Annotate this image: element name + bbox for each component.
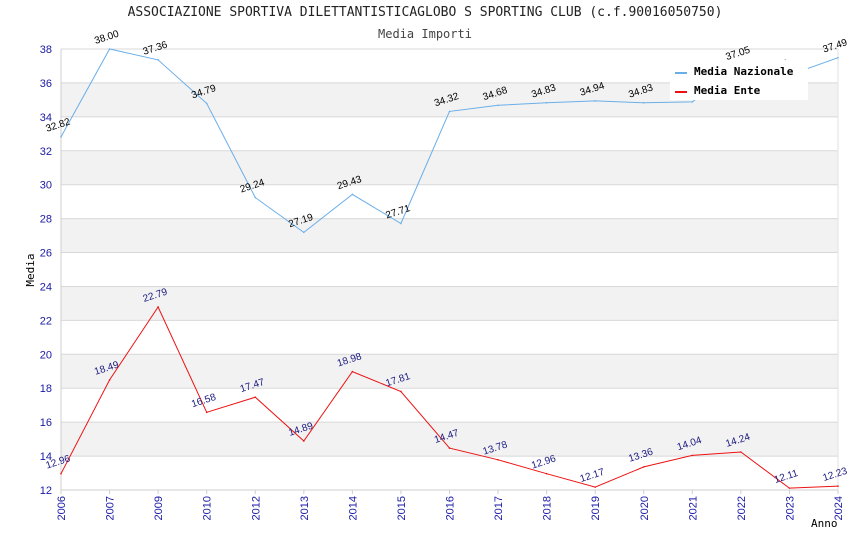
data-point <box>400 222 402 225</box>
data-point <box>254 396 257 399</box>
grid-band <box>61 422 838 457</box>
data-point <box>642 466 645 468</box>
data-point <box>642 101 645 104</box>
x-tick-label: 2024 <box>833 496 845 520</box>
data-label: 38.00 <box>93 29 121 47</box>
data-point <box>594 100 596 102</box>
data-point <box>448 447 451 449</box>
grid-band <box>61 150 838 185</box>
x-tick-label: 2018 <box>542 496 554 520</box>
data-point <box>60 472 62 475</box>
x-tick-label: 2010 <box>202 496 214 520</box>
x-tick-label: 2006 <box>56 496 68 520</box>
y-tick-label: 20 <box>40 349 52 361</box>
data-point <box>594 486 596 488</box>
data-point <box>691 454 694 457</box>
x-tick-label: 2020 <box>639 496 651 520</box>
series-line-media-ente <box>60 305 839 489</box>
y-tick-label: 16 <box>40 417 52 429</box>
data-point <box>740 451 742 453</box>
data-point <box>254 196 257 199</box>
data-point <box>60 136 62 138</box>
data-point <box>108 379 111 381</box>
x-tick-label: 2016 <box>445 496 457 520</box>
data-point <box>545 101 548 104</box>
grid-bands <box>61 82 838 457</box>
y-tick-label: 24 <box>40 281 52 293</box>
chart-subtitle: Media Importi <box>378 27 472 41</box>
y-tick-label: 36 <box>40 78 52 90</box>
grid-band <box>61 286 838 321</box>
x-tick-labels: 2006 2007 2009 2010 2012 2013 2014 2015 2016 2017… <box>56 490 845 520</box>
y-tick-label: 32 <box>40 146 52 158</box>
x-tick-label: 2013 <box>299 496 311 520</box>
data-point <box>108 48 111 50</box>
data-point <box>788 487 791 489</box>
data-point <box>205 102 208 105</box>
y-tick-label: 34 <box>40 112 52 124</box>
data-label: 37.49 <box>822 37 850 55</box>
x-axis-title: Anno <box>811 517 838 530</box>
x-tick-label: 2023 <box>784 496 796 520</box>
data-label: 12.11 <box>773 468 800 486</box>
x-tick-label: 2017 <box>493 496 505 520</box>
data-point <box>448 110 451 113</box>
y-tick-labels: 12 14 16 18 20 22 24 26 28 30 32 34 36 38 <box>40 44 52 497</box>
x-tick-label: 2012 <box>250 496 262 520</box>
chart-title: ASSOCIAZIONE SPORTIVA DILETTANTISTICAGLO… <box>127 5 723 20</box>
data-point <box>303 440 305 442</box>
data-point <box>837 485 839 487</box>
x-tick-label: 2009 <box>153 496 165 520</box>
data-point <box>205 411 208 414</box>
legend-label-media-nazionale: Media Nazionale <box>694 65 794 78</box>
data-point <box>837 56 839 59</box>
data-point <box>351 193 354 196</box>
data-point <box>157 306 159 308</box>
y-tick-label: 22 <box>40 315 52 327</box>
y-tick-label: 38 <box>40 44 52 56</box>
x-tick-label: 2007 <box>105 496 117 520</box>
legend-box <box>670 60 808 100</box>
grid-band <box>61 354 838 389</box>
data-point <box>157 59 159 61</box>
data-point <box>497 104 499 107</box>
y-tick-label: 30 <box>40 180 52 192</box>
x-tick-label: 2015 <box>396 496 408 520</box>
data-point <box>303 231 305 234</box>
y-axis-title: Media <box>24 253 37 286</box>
x-tick-label: 2022 <box>736 496 748 520</box>
legend-label-media-ente: Media Ente <box>694 84 761 97</box>
y-tick-label: 14 <box>40 451 52 463</box>
x-tick-label: 2014 <box>347 496 359 520</box>
y-tick-label: 18 <box>40 383 52 395</box>
data-point <box>545 472 548 475</box>
x-tick-label: 2021 <box>687 496 699 520</box>
data-label: 12.23 <box>822 466 850 484</box>
y-tick-label: 28 <box>40 214 52 226</box>
legend: Media Nazionale Media Ente <box>670 60 808 100</box>
x-tick-label: 2019 <box>590 496 602 520</box>
data-point <box>691 101 694 103</box>
grid-band <box>61 218 838 253</box>
data-point <box>497 459 499 461</box>
y-tick-label: 26 <box>40 248 52 260</box>
data-label: 37.36 <box>142 39 170 57</box>
data-point <box>351 370 354 373</box>
data-point <box>400 390 402 393</box>
data-label: 12.17 <box>579 467 607 485</box>
y-tick-label: 12 <box>40 485 52 497</box>
